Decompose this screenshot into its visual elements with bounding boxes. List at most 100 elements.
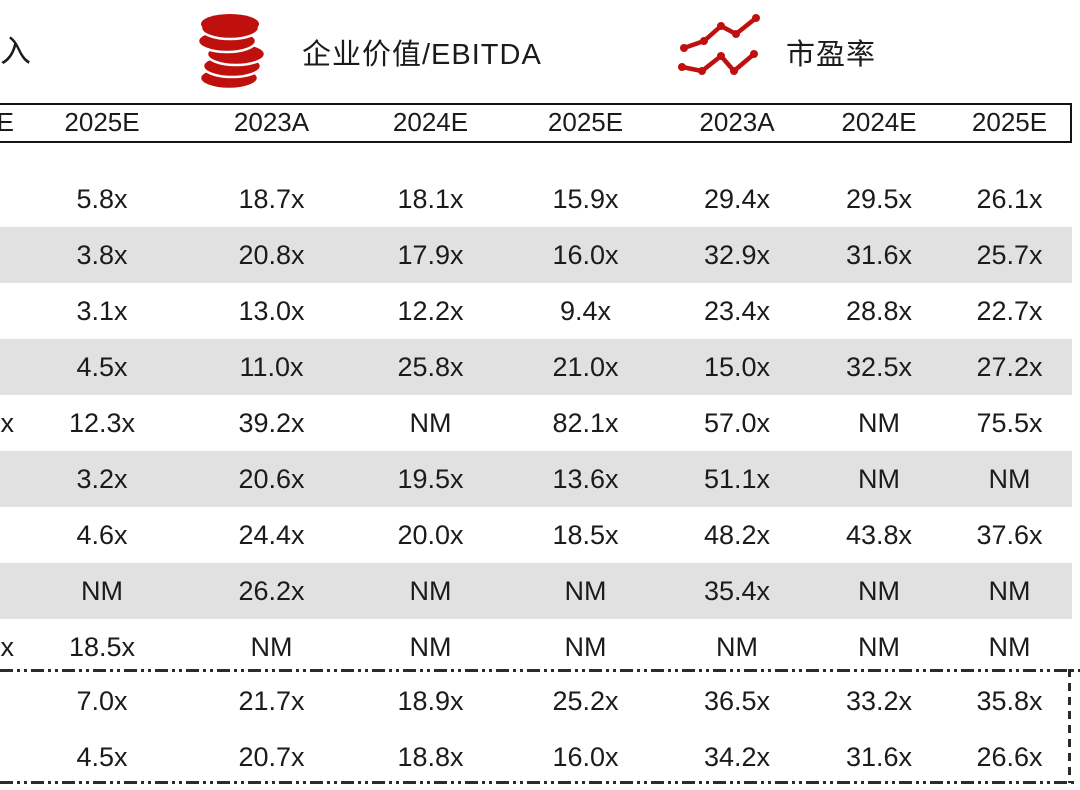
table-cell: 16.0x: [552, 742, 619, 772]
table-row: 3.2x 20.6x 19.5x 13.6x 51.1x NM NM: [0, 451, 1072, 507]
table-cell: 23.4x: [703, 296, 771, 326]
table-cell: 26.2x: [238, 576, 305, 606]
table-cell: 3.8x: [76, 240, 128, 270]
table-cell: 31.6x: [845, 742, 913, 772]
table-row: 4.5x 20.7x 18.8x 16.0x 34.2x 31.6x 26.6x: [0, 729, 1072, 785]
table-cell: 11.0x: [239, 352, 304, 382]
table-cell: 18.1x: [397, 184, 464, 214]
table-cell: 32.5x: [845, 352, 913, 382]
table-cell: 35.4x: [703, 576, 771, 606]
table-cell: 29.4x: [703, 184, 771, 214]
summary-bottom-dashed-border: [0, 781, 1074, 784]
header-cell: 2025E: [971, 107, 1048, 137]
table-cell: 25.8x: [397, 352, 464, 382]
table-cell: NM: [409, 408, 452, 438]
table-cell: 12.2x: [397, 296, 464, 326]
table-cell: [0, 339, 14, 395]
header-cell: 2024E: [841, 107, 917, 137]
table-cell: 39.2x: [238, 408, 305, 438]
table-cell: NM: [858, 576, 900, 606]
table-cell: 32.9x: [703, 240, 771, 270]
table-cell: 21.7x: [238, 686, 305, 716]
table-cell: 18.7x: [238, 184, 305, 214]
summary-right-dashed-border: [1068, 669, 1071, 783]
table-cell: 35.8x: [976, 686, 1043, 716]
table-cell: NM: [858, 464, 900, 494]
table-cell: 18.8x: [397, 742, 464, 772]
table-cell: 24.4x: [238, 520, 305, 550]
table-cell: 34.2x: [703, 742, 771, 772]
table-cell: NM: [409, 632, 452, 662]
table-cell: 43.8x: [845, 520, 913, 550]
summary-body: 7.0x 21.7x 18.9x 25.2x 36.5x 33.2x 35.8x 4.5x 20…: [0, 673, 1072, 785]
table-cell: 48.2x: [703, 520, 771, 550]
table-cell: 51.1x: [703, 464, 771, 494]
table-cell: NM: [409, 576, 452, 606]
table-cell: 25.7x: [976, 240, 1043, 270]
pe-legend-label: 市盈率: [786, 39, 877, 71]
table-cell: [0, 283, 14, 339]
table-cell: 5.8x: [76, 184, 128, 214]
table-cell: NM: [858, 408, 900, 438]
table-cell: 29.5x: [845, 184, 913, 214]
table-cell: NM: [988, 632, 1031, 662]
table-row: 5.8x 18.7x 18.1x 15.9x 29.4x 29.5x 26.1x: [0, 171, 1072, 227]
table-cell: 37.6x: [976, 520, 1043, 550]
table-cell: NM: [858, 632, 900, 662]
table-cell: 57.0x: [703, 408, 771, 438]
table-cell: 22.7x: [976, 296, 1043, 326]
table-cell: 3.2x: [76, 464, 128, 494]
table-cell: [0, 227, 14, 283]
header-cell: 2023A: [233, 107, 310, 137]
table-cell: [0, 507, 14, 563]
table-cell: [0, 451, 14, 507]
table-cell: 19.5x: [397, 464, 464, 494]
revenue-legend-label: 入: [0, 34, 32, 69]
table-row: 7.0x 21.7x 18.9x 25.2x 36.5x 33.2x 35.8x: [0, 673, 1072, 729]
table-cell: 27.2x: [976, 352, 1043, 382]
table-body: 5.8x 18.7x 18.1x 15.9x 29.4x 29.5x 26.1x 3.8x 20…: [0, 171, 1072, 675]
table-cell: 16.0x: [552, 240, 619, 270]
table-cell: 20.7x: [238, 742, 305, 772]
table-row: 3.8x 20.8x 17.9x 16.0x 32.9x 31.6x 25.7x: [0, 227, 1072, 283]
table-cell: 18.9x: [397, 686, 464, 716]
header-cell: 2025E: [64, 107, 140, 137]
table-cell: 4.6x: [76, 520, 128, 550]
table-cell: 21.0x: [552, 352, 619, 382]
table-cell: 15.9x: [552, 184, 619, 214]
table-cell: 15.0x: [703, 352, 771, 382]
table-cell: 75.5x: [976, 408, 1043, 438]
table-cell: 7.0x: [76, 686, 128, 716]
table-row: 4.5x 11.0x 25.8x 21.0x 15.0x 32.5x 27.2x: [0, 339, 1072, 395]
table-cell: NM: [81, 576, 123, 606]
coin-stack-icon: [196, 10, 268, 97]
table-cell: 18.5x: [552, 520, 619, 550]
table-cell: NM: [988, 576, 1031, 606]
table-cell: 36.5x: [703, 686, 771, 716]
table-cell: x: [0, 632, 15, 662]
header-cell: 2023A: [699, 107, 775, 137]
table-cell: 20.8x: [238, 240, 305, 270]
table-cell: NM: [564, 632, 607, 662]
table-cell: 20.6x: [238, 464, 305, 494]
table-cell: 13.0x: [238, 296, 305, 326]
table-cell: NM: [250, 632, 293, 662]
table-row: NM 26.2x NM NM 35.4x NM NM: [0, 563, 1072, 619]
table-row: 4.6x 24.4x 20.0x 18.5x 48.2x 43.8x 37.6x: [0, 507, 1072, 563]
table-cell: 4.5x: [76, 742, 128, 772]
table-row: 3.1x 13.0x 12.2x 9.4x 23.4x 28.8x 22.7x: [0, 283, 1072, 339]
table-cell: 82.1x: [552, 408, 619, 438]
line-chart-icon: [678, 12, 762, 83]
table-cell: 12.3x: [68, 408, 136, 438]
table-cell: 3.1x: [76, 296, 128, 326]
header-cell: E: [0, 107, 14, 137]
table-cell: NM: [564, 576, 607, 606]
table-cell: 26.6x: [976, 742, 1043, 772]
table-cell: 13.6x: [552, 464, 619, 494]
ev-ebitda-legend-label: 企业价值/EBITDA: [302, 39, 542, 71]
table-cell: [0, 563, 14, 619]
table-cell: 25.2x: [552, 686, 619, 716]
table-cell: 28.8x: [845, 296, 913, 326]
header-cell: 2025E: [547, 107, 624, 137]
